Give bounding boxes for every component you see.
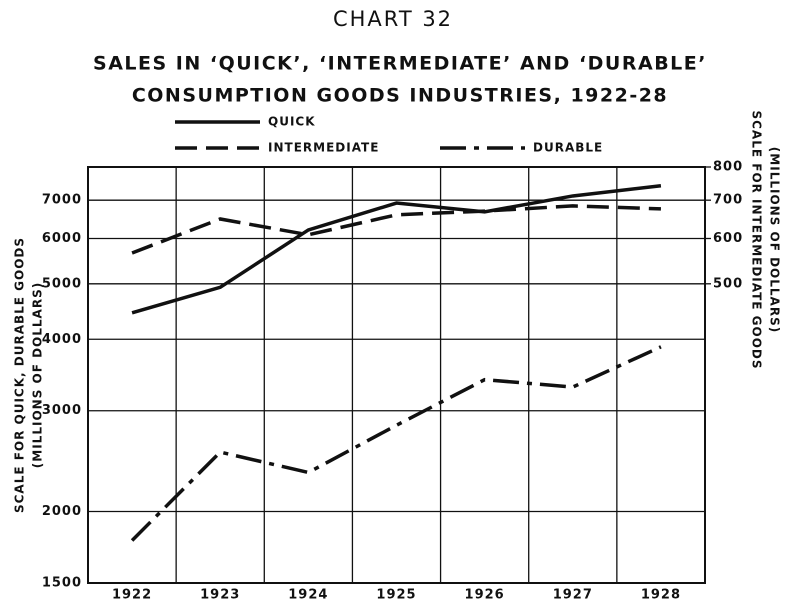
x-tick-label: 1924 bbox=[288, 588, 328, 603]
y-tick-label: 3000 bbox=[42, 403, 82, 418]
y-tick-label: 5000 bbox=[42, 276, 82, 291]
chart-title: CHART 32 bbox=[333, 7, 453, 31]
line-series bbox=[131, 204, 661, 255]
y2-tick-label: 700 bbox=[713, 193, 743, 208]
x-tick-label: 1923 bbox=[200, 588, 240, 603]
y2-axis-label: (MILLIONS OF DOLLARS) bbox=[768, 147, 782, 333]
legend-label: DURABLE bbox=[533, 141, 603, 155]
plot-frame bbox=[87, 166, 706, 584]
y2-tick-label: 500 bbox=[713, 276, 743, 291]
legend-label: INTERMEDIATE bbox=[268, 141, 379, 155]
y2-axis-label: SCALE FOR INTERMEDIATE GOODS bbox=[750, 110, 764, 369]
y2-tick-label: 600 bbox=[713, 231, 743, 246]
chart-subtitle: SALES IN ‘QUICK’, ‘INTERMEDIATE’ AND ‘DU… bbox=[93, 53, 707, 75]
y-tick-label: 6000 bbox=[42, 231, 82, 246]
line-series bbox=[131, 183, 662, 315]
y-tick-label: 1500 bbox=[42, 576, 82, 591]
y2-tick-label: 800 bbox=[713, 160, 743, 175]
x-tick-label: 1925 bbox=[376, 588, 416, 603]
y-axis-label: (MILLIONS OF DOLLARS) bbox=[31, 282, 45, 468]
x-tick-label: 1927 bbox=[553, 588, 593, 603]
y-tick-label: 7000 bbox=[42, 193, 82, 208]
y-tick-label: 4000 bbox=[42, 332, 82, 347]
legend-label: QUICK bbox=[268, 115, 316, 129]
y-tick-label: 2000 bbox=[42, 504, 82, 519]
x-tick-label: 1926 bbox=[465, 588, 505, 603]
y-axis-label: SCALE FOR QUICK, DURABLE GOODS bbox=[13, 237, 27, 513]
chart-subtitle: CONSUMPTION GOODS INDUSTRIES, 1922-28 bbox=[132, 85, 668, 107]
x-tick-label: 1922 bbox=[112, 588, 152, 603]
x-tick-label: 1928 bbox=[641, 588, 681, 603]
